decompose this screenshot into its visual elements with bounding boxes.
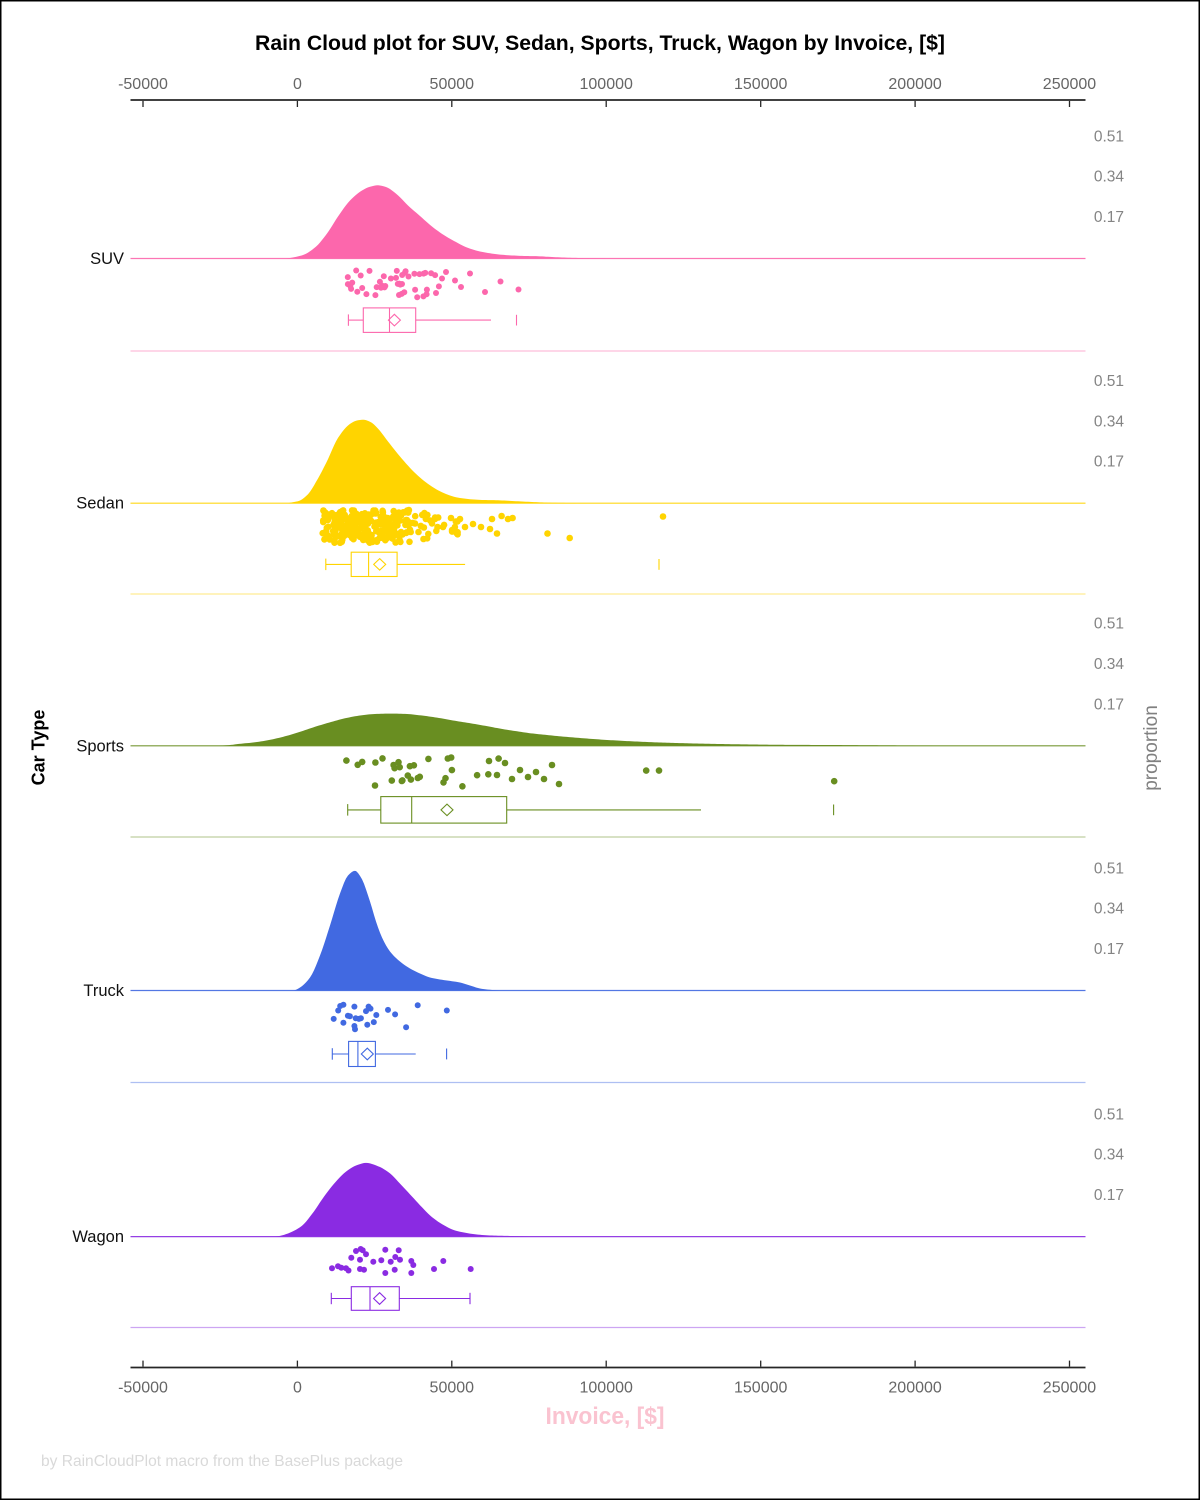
svg-text:0.34: 0.34: [1094, 656, 1125, 673]
svg-text:250000: 250000: [1043, 1380, 1096, 1397]
svg-text:0.17: 0.17: [1094, 941, 1124, 958]
svg-text:Sports: Sports: [76, 737, 124, 755]
svg-text:0.51: 0.51: [1094, 1106, 1124, 1123]
svg-text:50000: 50000: [430, 76, 475, 93]
svg-text:200000: 200000: [888, 1380, 941, 1397]
svg-text:150000: 150000: [734, 76, 787, 93]
svg-text:0.51: 0.51: [1094, 860, 1124, 877]
svg-text:0.34: 0.34: [1094, 1147, 1125, 1164]
svg-text:0: 0: [293, 76, 302, 93]
svg-text:0.17: 0.17: [1094, 696, 1124, 713]
svg-text:Rain Cloud plot for SUV, Sedan: Rain Cloud plot for SUV, Sedan, Sports, …: [255, 32, 945, 55]
svg-text:0.17: 0.17: [1094, 454, 1124, 471]
svg-text:SUV: SUV: [90, 250, 124, 268]
svg-text:50000: 50000: [430, 1380, 475, 1397]
svg-text:Wagon: Wagon: [72, 1228, 124, 1246]
svg-text:0.51: 0.51: [1094, 373, 1124, 390]
svg-text:-50000: -50000: [118, 76, 168, 93]
svg-text:Invoice, [$]: Invoice, [$]: [546, 1403, 665, 1430]
svg-text:0.34: 0.34: [1094, 901, 1125, 918]
svg-text:0.34: 0.34: [1094, 169, 1125, 186]
svg-text:Car Type: Car Type: [29, 710, 49, 786]
svg-text:proportion: proportion: [1141, 705, 1162, 791]
svg-text:100000: 100000: [580, 76, 633, 93]
svg-text:0.17: 0.17: [1094, 1187, 1124, 1204]
svg-text:100000: 100000: [580, 1380, 633, 1397]
svg-text:Truck: Truck: [83, 982, 124, 1000]
svg-text:0.51: 0.51: [1094, 128, 1124, 145]
svg-text:0.34: 0.34: [1094, 413, 1125, 430]
svg-text:0: 0: [293, 1380, 302, 1397]
svg-text:0.51: 0.51: [1094, 616, 1124, 633]
svg-text:250000: 250000: [1043, 76, 1096, 93]
svg-text:150000: 150000: [734, 1380, 787, 1397]
svg-text:0.17: 0.17: [1094, 209, 1124, 226]
svg-text:by RainCloudPlot macro from th: by RainCloudPlot macro from the BasePlus…: [41, 1453, 403, 1470]
svg-text:200000: 200000: [888, 76, 941, 93]
svg-text:Sedan: Sedan: [76, 495, 124, 513]
svg-text:-50000: -50000: [118, 1380, 168, 1397]
